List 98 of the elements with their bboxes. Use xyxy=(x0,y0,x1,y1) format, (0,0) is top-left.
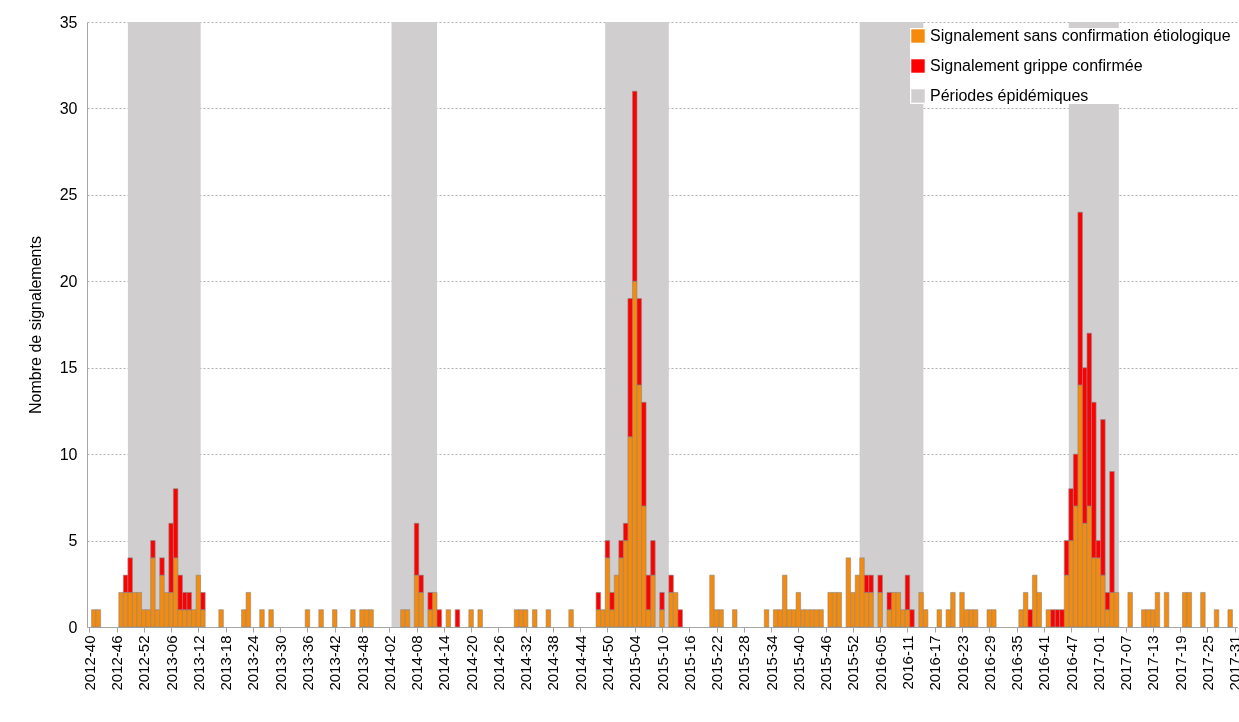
x-tick-label: 2014-14 xyxy=(435,635,453,691)
x-tick-label: 2014-32 xyxy=(517,635,535,691)
x-tick-label: 2014-38 xyxy=(544,635,562,691)
bar xyxy=(468,609,474,628)
x-tick-label: 2016-11 xyxy=(898,635,916,690)
bar xyxy=(763,609,770,628)
bar xyxy=(400,609,406,628)
bar xyxy=(1200,592,1206,628)
x-tick-label: 2013-30 xyxy=(271,635,289,691)
bar xyxy=(304,609,311,628)
bar xyxy=(332,609,338,628)
bar xyxy=(532,609,538,628)
x-tick-label: 2017-07 xyxy=(1117,635,1135,691)
x-tick-label: 2016-23 xyxy=(953,635,971,691)
bar xyxy=(1045,609,1051,628)
bar xyxy=(95,609,101,628)
bar xyxy=(795,592,801,628)
x-tick-label: 2015-28 xyxy=(735,635,753,691)
bar xyxy=(368,609,374,628)
y-tick-label: 30 xyxy=(59,99,78,117)
x-tick-label: 2012-46 xyxy=(108,635,126,691)
x-tick-label: 2015-34 xyxy=(762,635,780,691)
y-axis-title: Nombre de signalements xyxy=(26,236,44,414)
x-tick-label: 2017-13 xyxy=(1144,635,1162,691)
x-tick-label: 2016-05 xyxy=(871,635,889,691)
x-tick-label: 2017-01 xyxy=(1089,635,1107,691)
y-tick-label: 35 xyxy=(59,13,78,31)
bar xyxy=(1227,609,1233,628)
x-tick-label: 2014-02 xyxy=(380,635,398,691)
bar xyxy=(268,609,274,628)
annotation: Périodes épidémiques xyxy=(930,87,1089,104)
bar xyxy=(545,609,551,628)
legend-label: Signalement sans confirmation étiologique xyxy=(930,27,1231,44)
y-tick-label: 0 xyxy=(68,618,78,636)
x-tick-label: 2015-16 xyxy=(680,635,698,691)
x-tick-label: 2014-20 xyxy=(462,635,480,691)
x-tick-label: 2015-46 xyxy=(817,635,835,691)
bar xyxy=(350,609,356,628)
y-tick-label: 20 xyxy=(59,272,78,290)
x-tick-label: 2012-52 xyxy=(135,635,153,691)
bar xyxy=(1154,592,1161,628)
bar xyxy=(1145,609,1151,628)
bar xyxy=(859,557,865,628)
x-tick-label: 2015-10 xyxy=(653,635,671,691)
x-tick-label: 2016-35 xyxy=(1008,635,1026,691)
x-tick-label: 2015-22 xyxy=(708,635,726,691)
x-tick-label: 2015-52 xyxy=(844,635,862,691)
bar xyxy=(827,592,833,628)
bar xyxy=(445,609,451,628)
x-tick-label: 2013-18 xyxy=(217,635,235,691)
bar xyxy=(1186,592,1192,628)
bar xyxy=(259,609,265,628)
y-tick-label: 25 xyxy=(59,186,78,204)
bar xyxy=(709,574,715,628)
x-tick-label: 2016-17 xyxy=(926,635,944,691)
x-tick-label: 2013-24 xyxy=(244,635,262,691)
bar xyxy=(818,609,824,628)
x-tick-label: 2015-04 xyxy=(626,635,644,691)
bar xyxy=(136,592,142,628)
bar xyxy=(836,592,842,628)
bar xyxy=(1213,609,1220,628)
x-tick-label: 2016-41 xyxy=(1035,635,1053,691)
bar xyxy=(477,609,483,628)
bar xyxy=(245,592,251,628)
legend-label: Signalement grippe confirmée xyxy=(930,57,1143,74)
bar xyxy=(936,609,942,628)
x-tick-label: 2017-25 xyxy=(1198,635,1216,691)
x-tick-label: 2013-06 xyxy=(162,635,180,691)
y-tick-label: 15 xyxy=(59,359,78,377)
x-tick-label: 2014-50 xyxy=(598,635,616,691)
x-tick-label: 2014-26 xyxy=(489,635,507,691)
x-tick-label: 2016-47 xyxy=(1062,635,1080,691)
x-tick-label: 2013-48 xyxy=(353,635,371,691)
bar xyxy=(718,609,724,628)
bar xyxy=(568,609,574,628)
bar xyxy=(318,609,324,628)
bar xyxy=(359,609,365,628)
y-tick-label: 10 xyxy=(59,445,78,463)
x-tick-label: 2014-44 xyxy=(571,635,589,691)
bar xyxy=(845,557,851,628)
x-tick-label: 2015-40 xyxy=(789,635,807,691)
x-tick-label: 2016-29 xyxy=(980,635,998,691)
x-tick-label: 2013-36 xyxy=(298,635,316,691)
bar xyxy=(218,609,224,628)
x-tick-label: 2014-08 xyxy=(408,635,426,691)
x-tick-label: 2017-19 xyxy=(1171,635,1189,691)
x-tick-label: 2013-42 xyxy=(326,635,344,691)
x-tick-label: 2012-40 xyxy=(80,635,98,691)
bar xyxy=(454,609,461,628)
y-tick-label: 5 xyxy=(68,532,78,550)
bar xyxy=(1127,592,1133,628)
bar xyxy=(1163,592,1170,628)
bar xyxy=(959,592,965,628)
x-tick-label: 2013-12 xyxy=(189,635,207,691)
bar xyxy=(404,609,411,628)
bar xyxy=(809,609,815,628)
bar xyxy=(895,592,901,628)
bar xyxy=(732,609,738,628)
